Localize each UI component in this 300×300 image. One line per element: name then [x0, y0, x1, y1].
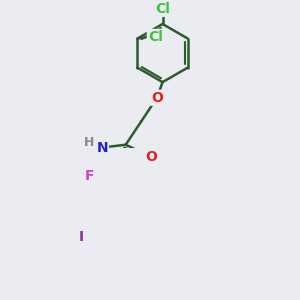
Text: Cl: Cl	[148, 30, 163, 44]
Text: N: N	[96, 140, 108, 154]
Text: H: H	[84, 136, 94, 149]
Text: I: I	[78, 230, 83, 244]
Text: O: O	[145, 150, 157, 164]
Text: O: O	[151, 91, 163, 105]
Text: F: F	[85, 169, 94, 183]
Text: Cl: Cl	[155, 2, 170, 16]
